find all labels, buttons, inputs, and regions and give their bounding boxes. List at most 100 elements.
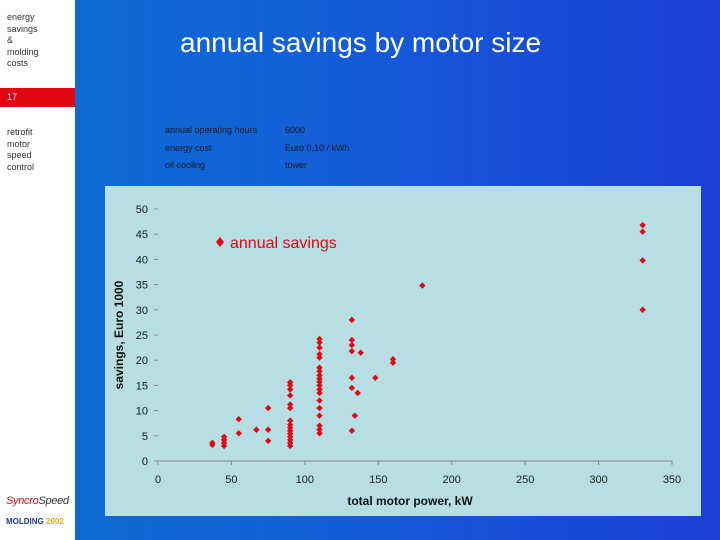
info-label-energy-cost: energy cost bbox=[165, 143, 212, 153]
info-label-oil-cooling: oil cooling bbox=[165, 160, 206, 170]
data-point bbox=[220, 433, 228, 441]
data-point bbox=[286, 379, 294, 386]
x-tick-label: 0 bbox=[155, 474, 161, 486]
syncrospeed-logo: SyncroSpeed MOLDING 2002 bbox=[6, 495, 69, 526]
data-point bbox=[316, 386, 323, 393]
data-point bbox=[316, 430, 323, 437]
sidebar: energy savings & molding costs 17 retrof… bbox=[0, 0, 75, 540]
data-point bbox=[419, 282, 426, 289]
data-point bbox=[348, 427, 356, 434]
x-tick-label: 100 bbox=[296, 474, 314, 486]
data-point bbox=[348, 347, 356, 355]
data-point bbox=[348, 341, 356, 349]
data-point bbox=[348, 384, 356, 392]
info-value-oil-cooling: tower bbox=[285, 160, 308, 170]
sidebar-topic: retrofit motor speed control bbox=[7, 127, 34, 173]
data-point bbox=[286, 417, 294, 424]
x-tick-label: 250 bbox=[516, 474, 534, 486]
data-point bbox=[316, 354, 323, 361]
logo-brand: SyncroSpeed bbox=[6, 495, 69, 507]
data-point bbox=[351, 412, 358, 419]
x-tick-label: 300 bbox=[589, 474, 607, 486]
data-point bbox=[286, 401, 294, 408]
y-tick-label: 15 bbox=[136, 380, 148, 392]
data-point bbox=[316, 397, 323, 404]
data-point bbox=[316, 375, 323, 383]
y-tick-label: 45 bbox=[136, 229, 148, 241]
data-point bbox=[389, 355, 397, 363]
data-point bbox=[639, 257, 646, 264]
sidebar-heading-line: & bbox=[7, 35, 14, 45]
data-point bbox=[286, 386, 294, 393]
sidebar-topic-line: speed bbox=[7, 150, 32, 160]
x-tick-label: 50 bbox=[225, 474, 237, 486]
data-point bbox=[639, 306, 646, 313]
data-point bbox=[354, 389, 361, 397]
data-point bbox=[357, 349, 364, 356]
y-tick-label: 30 bbox=[136, 305, 148, 317]
data-point bbox=[286, 404, 294, 412]
sidebar-topic-line: motor bbox=[7, 138, 31, 149]
sidebar-topic-line: control bbox=[7, 161, 35, 172]
data-point bbox=[316, 372, 323, 379]
data-point bbox=[235, 415, 242, 423]
y-tick-label: 20 bbox=[136, 355, 148, 367]
data-point bbox=[316, 344, 323, 351]
y-tick-label: 40 bbox=[136, 254, 148, 266]
y-tick-label: 10 bbox=[136, 406, 148, 418]
logo-sub-b: 2002 bbox=[46, 517, 64, 526]
y-tick-label: 5 bbox=[142, 431, 148, 443]
data-point bbox=[316, 335, 323, 343]
page-title: annual savings by motor size bbox=[180, 27, 542, 58]
info-label-hours: annual operating hours bbox=[165, 125, 258, 135]
data-point bbox=[286, 421, 294, 428]
data-point bbox=[348, 336, 356, 344]
data-point bbox=[264, 437, 272, 445]
info-value-hours: 6000 bbox=[285, 125, 306, 135]
info-value-energy-cost: Euro 0.10 / kWh bbox=[285, 143, 350, 153]
legend-label: annual savings bbox=[230, 235, 337, 252]
sidebar-edge bbox=[75, 0, 77, 540]
data-point bbox=[316, 412, 323, 419]
data-point bbox=[264, 404, 272, 412]
logo-sub-a: MOLDING bbox=[6, 517, 44, 526]
data-point bbox=[316, 404, 323, 412]
sidebar-heading-line: savings bbox=[7, 23, 38, 34]
data-point bbox=[316, 350, 323, 358]
sidebar-heading: energy savings & molding costs bbox=[7, 12, 39, 70]
x-tick-label: 200 bbox=[443, 474, 461, 486]
data-point bbox=[316, 426, 323, 433]
data-point bbox=[235, 430, 242, 437]
data-point bbox=[348, 374, 356, 382]
x-axis-label: total motor power, kW bbox=[347, 494, 473, 508]
data-point bbox=[316, 389, 323, 397]
data-point bbox=[209, 439, 216, 447]
data-point bbox=[372, 374, 379, 382]
y-tick-label: 50 bbox=[136, 204, 148, 216]
logo-brand-b: Speed bbox=[38, 495, 69, 507]
x-tick-label: 150 bbox=[369, 474, 387, 486]
data-point bbox=[316, 382, 323, 389]
slide-number: 17 bbox=[0, 88, 75, 107]
scatter-chart: 0 5 10 15 20 25 30 35 40 45 50 0 50 100 150 200 250 300 35… bbox=[112, 204, 681, 508]
y-axis-label: savings, Euro 1000 bbox=[112, 280, 126, 389]
y-tick-label: 0 bbox=[142, 456, 148, 468]
data-point bbox=[639, 221, 646, 229]
sidebar-topic-line: retrofit bbox=[7, 127, 33, 137]
data-point bbox=[286, 392, 294, 399]
sidebar-heading-line: costs bbox=[7, 58, 29, 68]
y-tick-label: 25 bbox=[136, 330, 148, 342]
y-tick-label: 35 bbox=[136, 280, 148, 292]
data-point bbox=[316, 339, 323, 346]
sidebar-heading-line: molding bbox=[7, 46, 39, 57]
data-point bbox=[639, 228, 646, 235]
logo-molding: MOLDING 2002 bbox=[6, 517, 64, 526]
chart-panel: 0 5 10 15 20 25 30 35 40 45 50 0 50 100 150 200 250 300 35… bbox=[105, 186, 701, 516]
legend-marker bbox=[216, 237, 224, 247]
logo-brand-a: Syncro bbox=[6, 495, 39, 507]
sidebar-heading-line: energy bbox=[7, 12, 35, 22]
data-point bbox=[316, 422, 323, 429]
data-point bbox=[348, 316, 356, 324]
data-point bbox=[264, 426, 272, 433]
data-point bbox=[316, 368, 323, 375]
